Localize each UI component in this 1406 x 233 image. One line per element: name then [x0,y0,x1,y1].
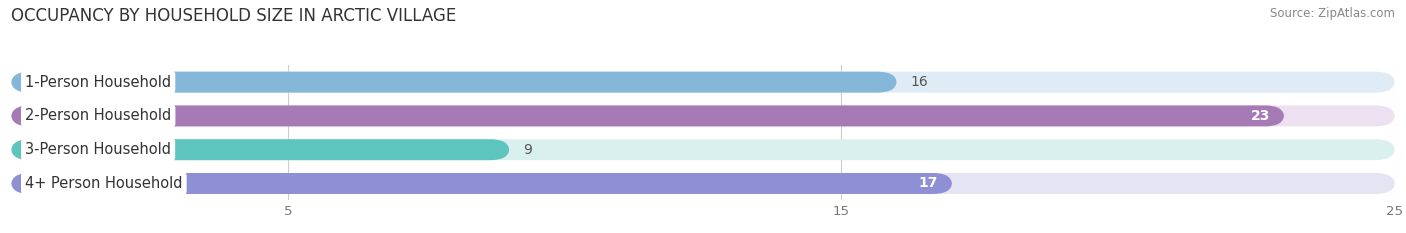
Text: 1-Person Household: 1-Person Household [25,75,172,90]
Text: 17: 17 [918,176,938,191]
FancyBboxPatch shape [11,72,1395,93]
Text: 16: 16 [911,75,928,89]
FancyBboxPatch shape [11,173,952,194]
Text: Source: ZipAtlas.com: Source: ZipAtlas.com [1270,7,1395,20]
Text: OCCUPANCY BY HOUSEHOLD SIZE IN ARCTIC VILLAGE: OCCUPANCY BY HOUSEHOLD SIZE IN ARCTIC VI… [11,7,457,25]
Text: 23: 23 [1251,109,1270,123]
Text: 3-Person Household: 3-Person Household [25,142,172,157]
FancyBboxPatch shape [11,139,1395,160]
Text: 9: 9 [523,143,531,157]
FancyBboxPatch shape [11,72,897,93]
FancyBboxPatch shape [11,173,1395,194]
FancyBboxPatch shape [11,106,1395,126]
Text: 4+ Person Household: 4+ Person Household [25,176,183,191]
FancyBboxPatch shape [11,139,509,160]
Text: 2-Person Household: 2-Person Household [25,108,172,123]
FancyBboxPatch shape [11,106,1284,126]
